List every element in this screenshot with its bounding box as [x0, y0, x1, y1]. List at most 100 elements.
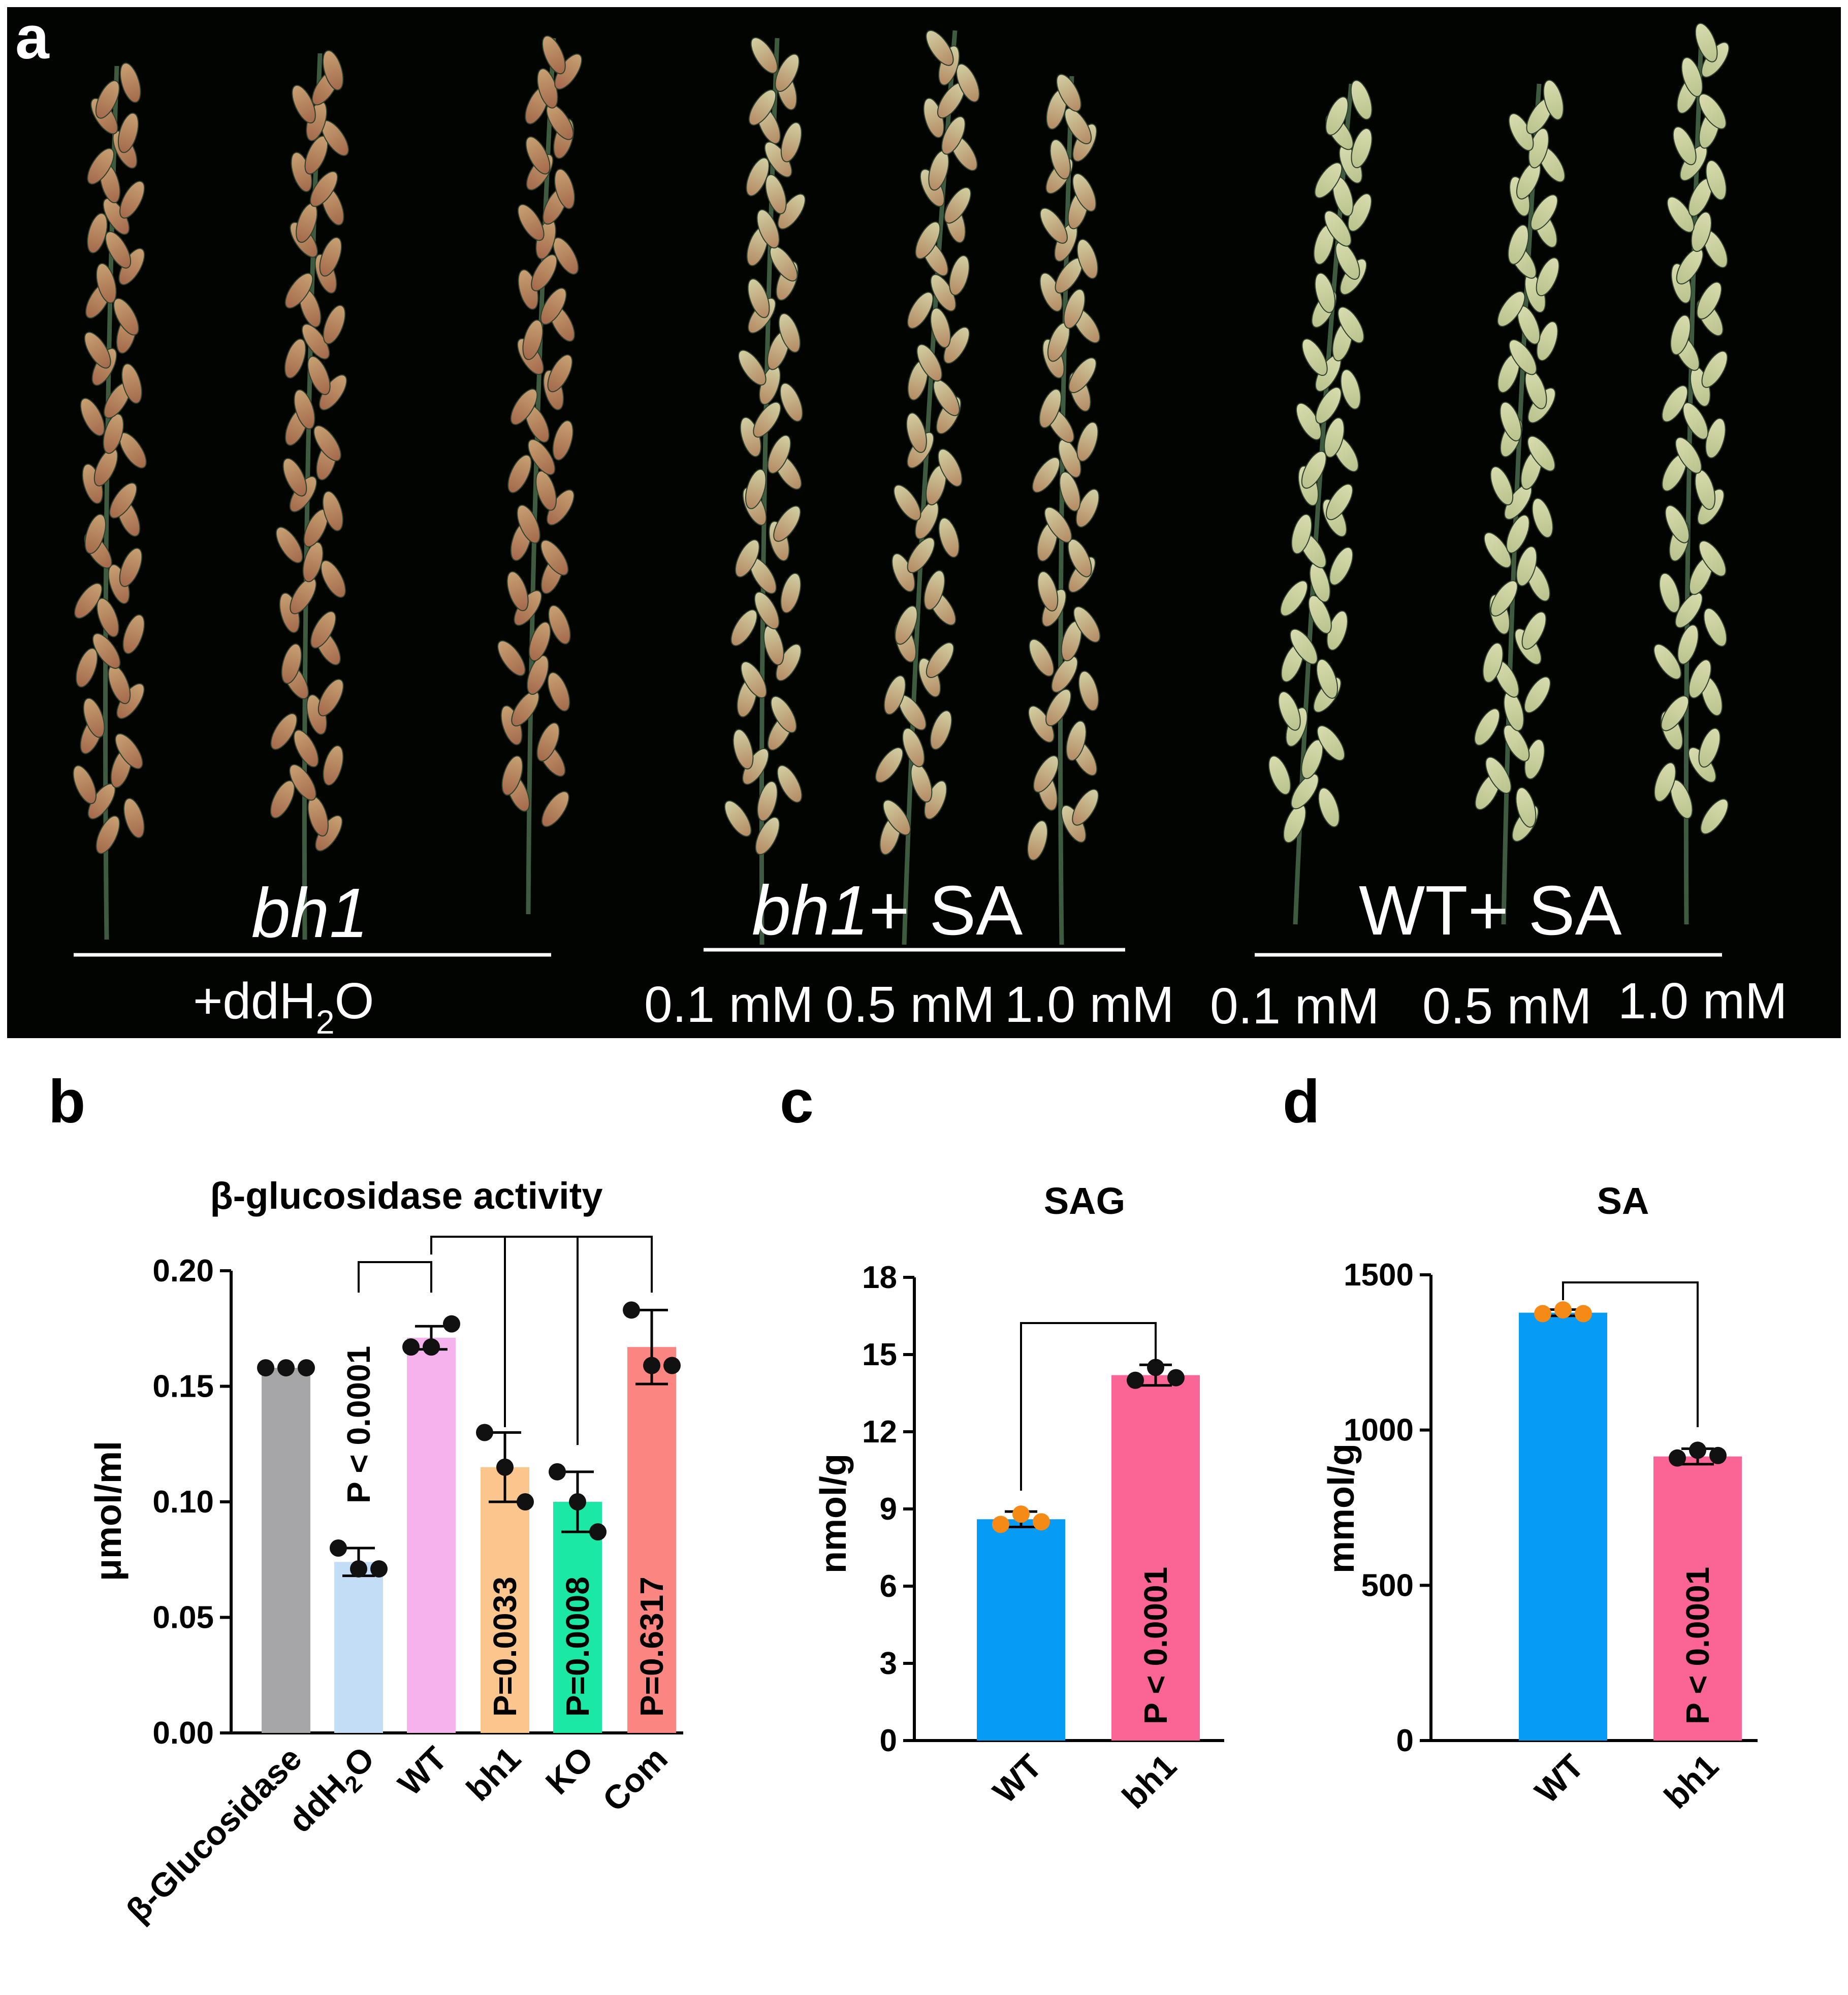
p-value-label: P=0.0033 [487, 1576, 523, 1717]
grain [1667, 196, 1695, 233]
grain [553, 237, 579, 275]
grain [119, 180, 145, 219]
grain [1314, 272, 1335, 313]
chart-d-title: SA [1597, 1180, 1649, 1222]
p-value-label: P=0.0008 [559, 1576, 596, 1717]
grain [938, 517, 960, 558]
grain [1543, 79, 1564, 120]
grain [282, 458, 307, 497]
bar [1111, 1375, 1200, 1741]
grain [105, 231, 132, 269]
grain [923, 570, 945, 610]
grain [522, 319, 544, 360]
grain [1324, 417, 1345, 458]
grain [1508, 224, 1529, 265]
grain [75, 648, 98, 688]
bar [334, 1562, 383, 1733]
grain [95, 263, 117, 304]
chart-c-ylabel: nmol/g [813, 1454, 854, 1573]
grain [1665, 505, 1690, 543]
data-point [423, 1338, 440, 1356]
y-tick-label: 1000 [1344, 1413, 1414, 1448]
grain [547, 672, 570, 712]
grain [119, 62, 141, 103]
grain [1337, 306, 1364, 344]
wt-sa-conc-1: 0.1 mM [1210, 978, 1379, 1035]
grain [1530, 194, 1558, 231]
grain [301, 324, 330, 360]
grain [1029, 638, 1055, 677]
grain [1045, 689, 1072, 726]
grain [535, 470, 557, 511]
grain [84, 332, 111, 369]
grain [531, 254, 558, 292]
grain [1653, 643, 1682, 680]
grain [1516, 546, 1538, 587]
bh1-sa-conc-2: 0.5 mM [825, 976, 995, 1033]
panicle [875, 30, 980, 945]
grain [1527, 435, 1555, 472]
chart-b-ylabel: μmol/ml [88, 1441, 129, 1581]
grain [1325, 96, 1349, 136]
grain [501, 755, 523, 796]
grain [1483, 532, 1512, 568]
grain [949, 255, 970, 296]
grain [541, 35, 566, 75]
panicle [1653, 23, 1730, 925]
panicle [1268, 80, 1373, 925]
grain [317, 679, 344, 717]
grain [1532, 498, 1553, 538]
grain [1695, 23, 1718, 62]
grain [540, 539, 569, 576]
grain [882, 799, 911, 835]
grain [937, 448, 963, 487]
data-point [496, 1458, 514, 1476]
grain [1039, 389, 1062, 429]
y-tick-label: 500 [1361, 1568, 1414, 1603]
data-point [549, 1463, 566, 1481]
data-point [1575, 1305, 1592, 1323]
grain [541, 791, 569, 827]
grain [1653, 762, 1676, 802]
x-tick-label: WT [1527, 1747, 1591, 1811]
grain [730, 609, 758, 647]
chart-b-title: β-glucosidase activity [210, 1175, 602, 1217]
grain [1072, 173, 1097, 212]
x-tick-label: β-Glucosidase [119, 1740, 309, 1929]
grain [1698, 728, 1721, 768]
grain [302, 541, 324, 583]
data-point [402, 1338, 420, 1356]
data-point [1167, 1369, 1185, 1387]
grain [745, 469, 767, 509]
y-tick-label: 3 [880, 1646, 897, 1681]
wt-sa-conc-3: 1.0 mM [1618, 973, 1787, 1029]
grain [1027, 820, 1048, 861]
grain [753, 401, 781, 438]
grain [1314, 162, 1343, 199]
chart-d: 0 500 1000 1500 WT bh1 P < 0.0001 [1344, 1258, 1758, 1816]
grain [525, 136, 551, 175]
grain [1524, 676, 1551, 714]
data-point [1689, 1441, 1706, 1459]
grain [1290, 628, 1318, 665]
bh1-sa-conc-1: 0.1 mM [644, 976, 813, 1033]
grain [1515, 787, 1537, 828]
grain [747, 278, 770, 318]
grain [109, 482, 137, 519]
grain [1682, 402, 1709, 440]
p-value-label: P < 0.0001 [340, 1346, 377, 1503]
grain [1672, 126, 1697, 166]
grain [528, 621, 551, 662]
grain [322, 50, 344, 91]
grain [1301, 451, 1327, 489]
data-point [350, 1560, 367, 1578]
chart-c-title: SAG [1044, 1180, 1125, 1222]
grain [323, 305, 346, 344]
grain [506, 571, 529, 612]
grain [1500, 401, 1522, 442]
grain [319, 237, 342, 277]
panicle [73, 62, 147, 940]
bh1-sa-conc-3: 1.0 mM [1005, 976, 1174, 1033]
chart-c: 0 3 6 9 12 15 18 WT bh1 P < 0.0001 [862, 1260, 1224, 1816]
data-point [277, 1359, 295, 1377]
